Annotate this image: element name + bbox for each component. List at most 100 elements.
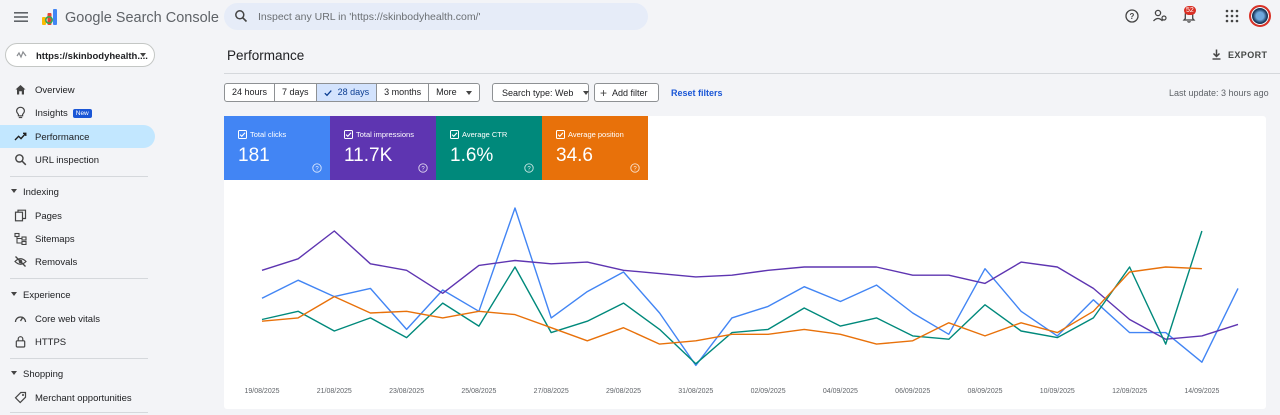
x-tick-label: 12/09/2025 (1112, 388, 1147, 395)
x-tick-label: 29/08/2025 (606, 388, 641, 395)
range-24-hours[interactable]: 24 hours (225, 84, 276, 101)
range-label: 28 days (337, 87, 370, 97)
sidebar-item-label: Performance (35, 132, 90, 143)
property-url: https://skinbodyhealth.... (36, 51, 148, 62)
search-icon (235, 10, 248, 23)
check-icon (323, 89, 332, 96)
chevron-down-icon (583, 90, 590, 95)
x-tick-label: 31/08/2025 (678, 388, 713, 395)
x-tick-label: 08/09/2025 (967, 388, 1002, 395)
brand-name: Google Search Console (65, 10, 219, 26)
sidebar-item-overview[interactable]: Overview (0, 78, 155, 101)
svg-text:?: ? (633, 166, 637, 172)
series-line-average-ctr (261, 230, 1203, 365)
collapse-triangle-icon (11, 189, 17, 193)
divider (10, 412, 148, 413)
add-filter-button[interactable]: + Add filter (594, 83, 659, 102)
help-icon[interactable]: ? (1124, 8, 1140, 24)
help-icon[interactable]: ? (418, 163, 428, 173)
help-icon[interactable]: ? (630, 163, 640, 173)
section-title: Indexing (23, 187, 59, 198)
series-line-total-impressions (261, 230, 1239, 340)
x-tick-label: 27/08/2025 (534, 388, 569, 395)
range-7-days[interactable]: 7 days (275, 84, 317, 101)
sidebar-item-https[interactable]: HTTPS (0, 330, 155, 353)
eye-off-icon (14, 256, 27, 267)
sidebar-item-url-inspection[interactable]: URL inspection (0, 148, 155, 171)
section-title: Shopping (23, 369, 64, 380)
sidebar-item-label: Core web vitals (35, 314, 100, 325)
url-inspect-search[interactable]: Inspect any URL in 'https://skinbodyheal… (224, 3, 648, 30)
x-tick-label: 10/09/2025 (1040, 388, 1075, 395)
x-tick-label: 23/08/2025 (389, 388, 424, 395)
section-shopping[interactable]: Shopping (0, 364, 155, 384)
x-tick-label: 21/08/2025 (317, 388, 352, 395)
metric-value: 181 (238, 145, 270, 166)
divider (10, 176, 148, 177)
range-more[interactable]: More (429, 84, 479, 101)
sidebar-item-merchant-opportunities[interactable]: Merchant opportunities (0, 386, 155, 409)
menu-icon[interactable] (11, 7, 31, 27)
date-range-selector: 24 hours 7 days 28 days 3 months More (224, 83, 480, 102)
sidebar-item-core-web-vitals[interactable]: Core web vitals (0, 307, 155, 330)
pages-icon (14, 209, 27, 222)
range-label: More (436, 87, 457, 97)
sidebar-item-sitemaps[interactable]: Sitemaps (0, 227, 155, 250)
chevron-down-icon (140, 53, 146, 57)
range-28-days[interactable]: 28 days (316, 84, 378, 101)
checkbox-checked-icon (450, 130, 459, 139)
section-title: Experience (23, 290, 71, 301)
manage-users-icon[interactable] (1152, 8, 1168, 24)
reset-filters-link[interactable]: Reset filters (671, 88, 723, 98)
metric-average-position[interactable]: Average position 34.6 ? (542, 116, 648, 180)
sidebar-item-pages[interactable]: Pages (0, 204, 155, 227)
series-line-total-clicks (261, 207, 1239, 367)
search-placeholder: Inspect any URL in 'https://skinbodyheal… (258, 11, 481, 23)
section-experience[interactable]: Experience (0, 285, 155, 305)
checkbox-checked-icon (238, 130, 247, 139)
search-icon (15, 154, 27, 166)
download-icon (1212, 49, 1221, 60)
property-favicon-icon (16, 50, 27, 59)
collapse-triangle-icon (11, 371, 17, 375)
trending-icon (14, 132, 27, 141)
sitemap-icon (14, 232, 27, 245)
x-tick-label: 04/09/2025 (823, 388, 858, 395)
x-tick-label: 02/09/2025 (751, 388, 786, 395)
metric-total-clicks[interactable]: Total clicks 181 ? (224, 116, 330, 180)
range-3-months[interactable]: 3 months (377, 84, 430, 101)
collapse-triangle-icon (11, 292, 17, 296)
metric-total-impressions[interactable]: Total impressions 11.7K ? (330, 116, 436, 180)
export-label: EXPORT (1228, 50, 1268, 60)
tag-icon (14, 391, 27, 404)
sidebar-item-label: Pages (35, 211, 62, 222)
apps-grid-icon[interactable] (1224, 8, 1240, 24)
plus-icon: + (600, 85, 608, 100)
metric-label: Average position (568, 130, 624, 139)
sidebar-item-label: Overview (35, 85, 75, 96)
property-selector[interactable]: https://skinbodyhealth.... (5, 43, 155, 67)
sidebar-item-label: Merchant opportunities (35, 393, 132, 404)
notification-count-badge: 52 (1184, 6, 1196, 15)
help-icon[interactable]: ? (312, 163, 322, 173)
page-title: Performance (227, 48, 305, 63)
section-indexing[interactable]: Indexing (0, 182, 155, 202)
svg-text:?: ? (421, 166, 425, 172)
new-badge: New (72, 109, 92, 118)
checkbox-checked-icon (344, 130, 353, 139)
sidebar-item-insights[interactable]: Insights New (0, 101, 155, 124)
sidebar-item-label: Removals (35, 257, 78, 268)
account-avatar[interactable] (1249, 5, 1271, 27)
help-icon[interactable]: ? (524, 163, 534, 173)
divider (10, 358, 148, 359)
divider (10, 278, 148, 279)
metric-average-ctr[interactable]: Average CTR 1.6% ? (436, 116, 542, 180)
metric-value: 34.6 (556, 145, 593, 166)
performance-line-chart: 19/08/2025 21/08/2025 23/08/2025 25/08/2025… (244, 207, 1239, 395)
sidebar-item-removals[interactable]: Removals (0, 250, 155, 273)
sidebar-item-performance[interactable]: Performance (0, 125, 155, 148)
header-divider (224, 73, 1280, 74)
metric-value: 11.7K (344, 145, 393, 166)
sidebar-item-label: URL inspection (35, 155, 100, 166)
search-type-filter[interactable]: Search type: Web (492, 83, 590, 102)
